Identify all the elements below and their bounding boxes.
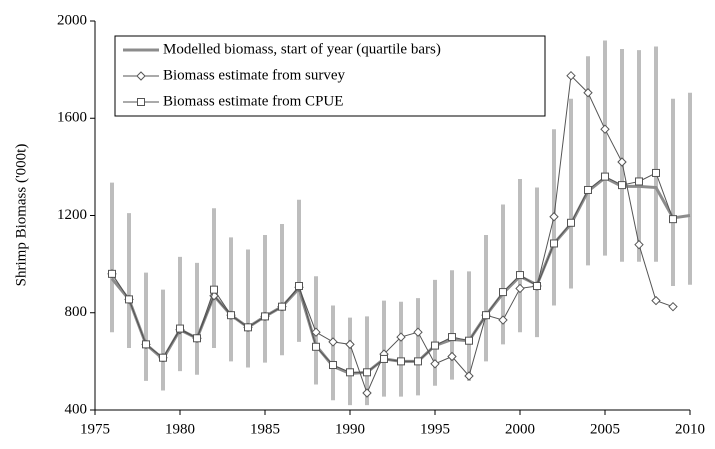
data-point <box>227 311 235 320</box>
x-tick-label: 1990 <box>335 421 365 437</box>
data-point <box>634 239 644 250</box>
data-point <box>329 361 337 370</box>
data-point <box>482 311 490 320</box>
series-line <box>111 74 674 395</box>
data-point <box>550 239 558 248</box>
y-tick-label: 400 <box>65 401 88 417</box>
data-point <box>567 218 575 227</box>
data-point <box>618 181 626 190</box>
data-point <box>498 315 508 325</box>
data-point <box>159 353 167 362</box>
data-point <box>651 295 661 306</box>
data-point <box>464 371 474 381</box>
data-point <box>142 340 150 349</box>
y-tick-label: 1200 <box>57 207 87 223</box>
data-point <box>447 351 457 362</box>
data-point <box>652 168 660 177</box>
data-point <box>328 337 338 347</box>
x-tick-label: 2005 <box>590 421 620 437</box>
data-point <box>635 177 643 186</box>
data-point <box>583 88 593 98</box>
data-point <box>601 172 609 181</box>
data-point <box>397 357 405 366</box>
data-point <box>210 285 218 294</box>
data-point <box>312 342 320 351</box>
data-point <box>108 269 116 278</box>
data-point <box>668 301 678 312</box>
data-point <box>380 354 388 363</box>
data-point <box>176 324 184 333</box>
legend-marker <box>137 98 145 106</box>
data-point <box>362 388 372 398</box>
x-tick-label: 1995 <box>420 421 450 437</box>
data-point <box>261 312 269 321</box>
legend-label: Biomass estimate from CPUE <box>163 93 343 109</box>
x-tick-label: 1980 <box>165 421 195 437</box>
data-point <box>346 368 354 377</box>
data-point <box>125 295 133 304</box>
data-point <box>295 282 303 291</box>
data-point <box>414 357 422 366</box>
data-point <box>278 302 286 311</box>
y-tick-label: 2000 <box>57 12 87 28</box>
x-tick-label: 1975 <box>80 421 110 437</box>
data-point <box>193 334 201 343</box>
data-point <box>244 323 252 332</box>
data-point <box>345 339 355 350</box>
data-point <box>669 215 677 224</box>
data-point <box>533 282 541 291</box>
data-point <box>617 157 627 167</box>
data-point <box>600 124 610 134</box>
legend-marker <box>136 71 146 81</box>
x-tick-label: 2000 <box>505 421 535 437</box>
data-point <box>499 288 507 297</box>
data-point <box>549 212 559 222</box>
series-line <box>111 172 674 373</box>
data-point <box>363 368 371 377</box>
y-tick-label: 1600 <box>57 110 87 126</box>
x-tick-label: 2010 <box>675 421 705 437</box>
data-point <box>515 283 525 294</box>
data-point <box>465 336 473 345</box>
data-point <box>430 359 440 369</box>
x-tick-label: 1985 <box>250 421 280 437</box>
y-axis-label: Shrimp Biomass ('000t) <box>13 144 29 287</box>
legend-label: Biomass estimate from survey <box>163 67 346 83</box>
legend-box <box>114 35 546 117</box>
data-point <box>396 332 406 342</box>
data-point <box>516 271 524 280</box>
legend-label: Modelled biomass, start of year (quartil… <box>163 41 441 57</box>
data-point <box>566 70 576 81</box>
data-point <box>413 327 423 337</box>
data-point <box>448 333 456 342</box>
data-point <box>584 185 592 194</box>
y-tick-label: 800 <box>65 304 88 320</box>
data-point <box>311 327 321 337</box>
data-point <box>431 341 439 350</box>
